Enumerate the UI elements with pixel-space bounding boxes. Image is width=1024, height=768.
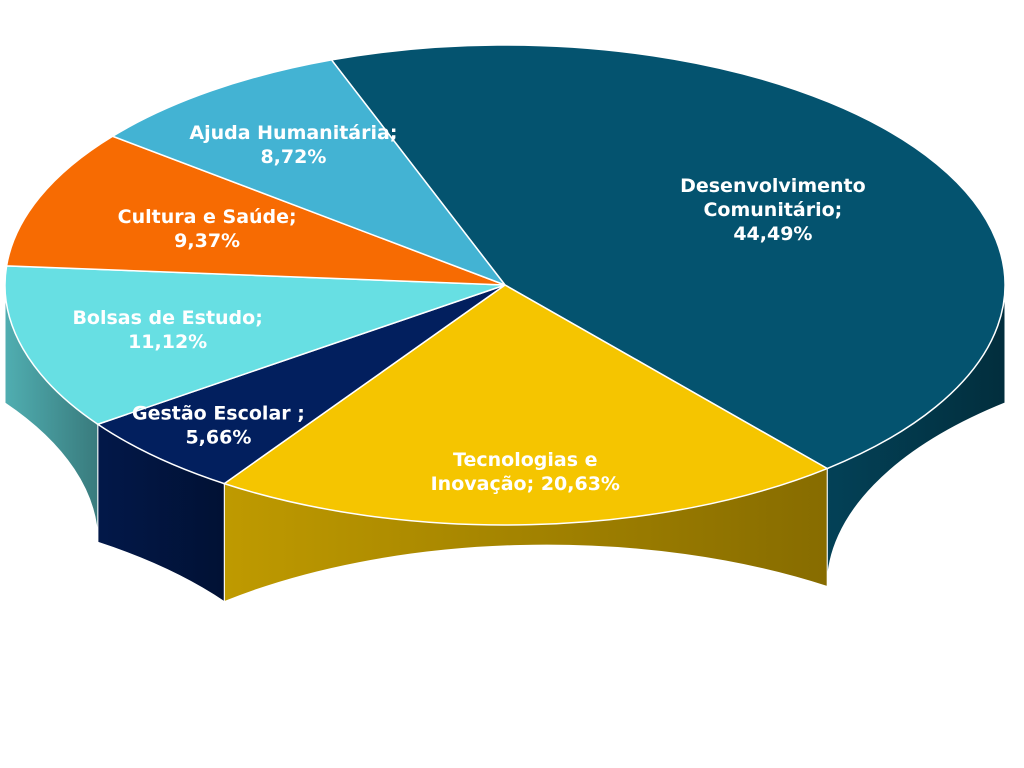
slice-label-4: Cultura e Saúde; 9,37% — [118, 206, 297, 252]
slice-label-line: Inovação; 20,63% — [431, 473, 620, 495]
slice-label-3: Bolsas de Estudo; 11,12% — [72, 307, 262, 353]
pie-slice-2 — [96, 284, 506, 485]
slice-label-line: 5,66% — [185, 427, 251, 449]
slice-label-line: Comunitário; — [703, 199, 842, 221]
pie-labels: Desenvolvimento Comunitário; 44,49% Tecnolo… — [72, 122, 865, 495]
slice-label-line: 44,49% — [733, 223, 812, 245]
pie-slice-0 — [330, 44, 1006, 470]
slice-label-2: Gestão Escolar ; 5,66% — [132, 403, 305, 449]
pie-slice-1 — [222, 284, 829, 526]
slice-label-line: Cultura e Saúde; — [118, 206, 297, 228]
pie-slice-3 — [4, 265, 506, 426]
slice-label-line: 9,37% — [174, 230, 240, 252]
slice-label-line: Ajuda Humanitária; — [189, 122, 397, 144]
pie-slice-4 — [5, 135, 506, 286]
slice-label-line: Desenvolvimento — [680, 175, 866, 197]
pie-tops — [4, 44, 1006, 526]
slice-label-5: Ajuda Humanitária; 8,72% — [189, 122, 397, 168]
slice-label-line: Bolsas de Estudo; — [72, 307, 262, 329]
pie-slice-5 — [110, 59, 508, 287]
slice-label-0: Desenvolvimento Comunitário; 44,49% — [680, 175, 866, 245]
slice-label-1: Tecnologias e Inovação; 20,63% — [431, 449, 620, 495]
slice-label-line: 8,72% — [260, 146, 326, 168]
slice-label-line: Tecnologias e — [453, 449, 597, 471]
slice-label-line: 11,12% — [128, 331, 207, 353]
slice-label-line: Gestão Escolar ; — [132, 403, 305, 425]
